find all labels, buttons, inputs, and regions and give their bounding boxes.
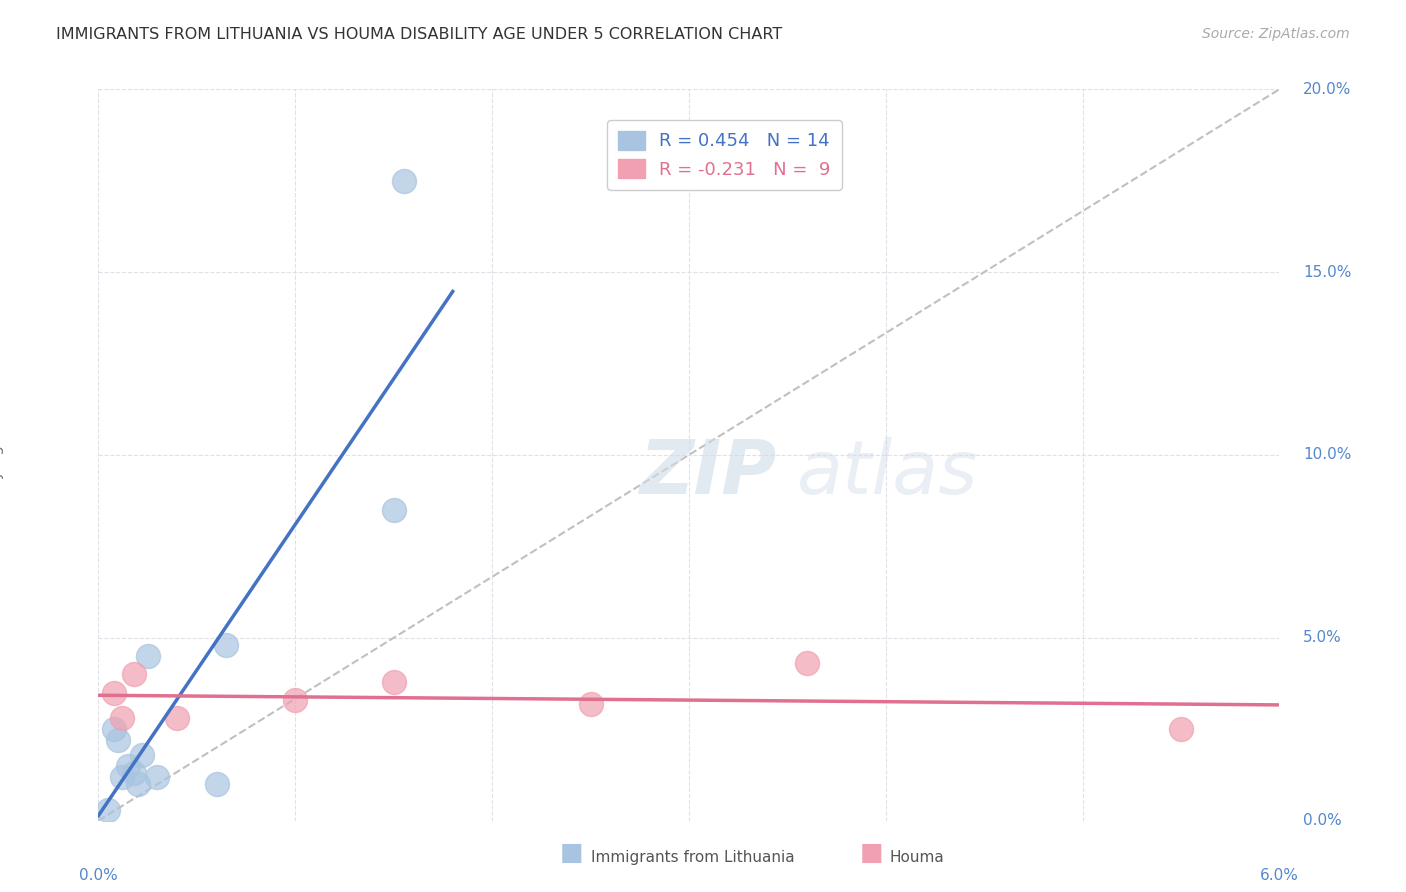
Point (146, 770, 169, 784)
Text: ■: ■ (560, 841, 583, 865)
Point (1170, 723, 1192, 737)
Text: 0.0%: 0.0% (1303, 814, 1341, 828)
Text: 15.0%: 15.0% (1303, 265, 1351, 279)
Point (117, 758, 139, 772)
Text: 10.0%: 10.0% (1303, 448, 1351, 462)
Point (97, 803, 120, 817)
Text: 0.0%: 0.0% (79, 868, 118, 883)
Point (579, 697, 602, 711)
Legend: R = 0.454   N = 14, R = -0.231   N =  9: R = 0.454 N = 14, R = -0.231 N = 9 (607, 120, 842, 190)
Point (284, 693, 307, 707)
Point (382, 674, 405, 689)
Point (215, 638, 238, 652)
Text: 6.0%: 6.0% (1260, 868, 1299, 883)
Text: ■: ■ (859, 841, 883, 865)
Point (103, 723, 125, 737)
Point (392, 173, 415, 188)
Point (166, 711, 188, 725)
Text: IMMIGRANTS FROM LITHUANIA VS HOUMA DISABILITY AGE UNDER 5 CORRELATION CHART: IMMIGRANTS FROM LITHUANIA VS HOUMA DISAB… (56, 27, 783, 42)
Point (136, 649, 159, 664)
Point (127, 777, 149, 791)
Point (111, 711, 134, 725)
Point (131, 747, 153, 762)
Point (205, 777, 228, 791)
Text: Immigrants from Lithuania: Immigrants from Lithuania (591, 850, 794, 865)
Point (382, 503, 405, 517)
Text: ZIP: ZIP (640, 437, 778, 509)
Point (122, 667, 145, 681)
Text: 20.0%: 20.0% (1303, 82, 1351, 96)
Point (103, 686, 125, 700)
Text: Source: ZipAtlas.com: Source: ZipAtlas.com (1202, 27, 1350, 41)
Point (111, 770, 134, 784)
Point (122, 766, 145, 780)
Point (107, 733, 129, 747)
Text: atlas: atlas (797, 437, 979, 509)
Point (796, 657, 818, 671)
Text: Houma: Houma (890, 850, 945, 865)
Text: 5.0%: 5.0% (1303, 631, 1341, 645)
Text: Disability Age Under 5: Disability Age Under 5 (0, 369, 4, 541)
